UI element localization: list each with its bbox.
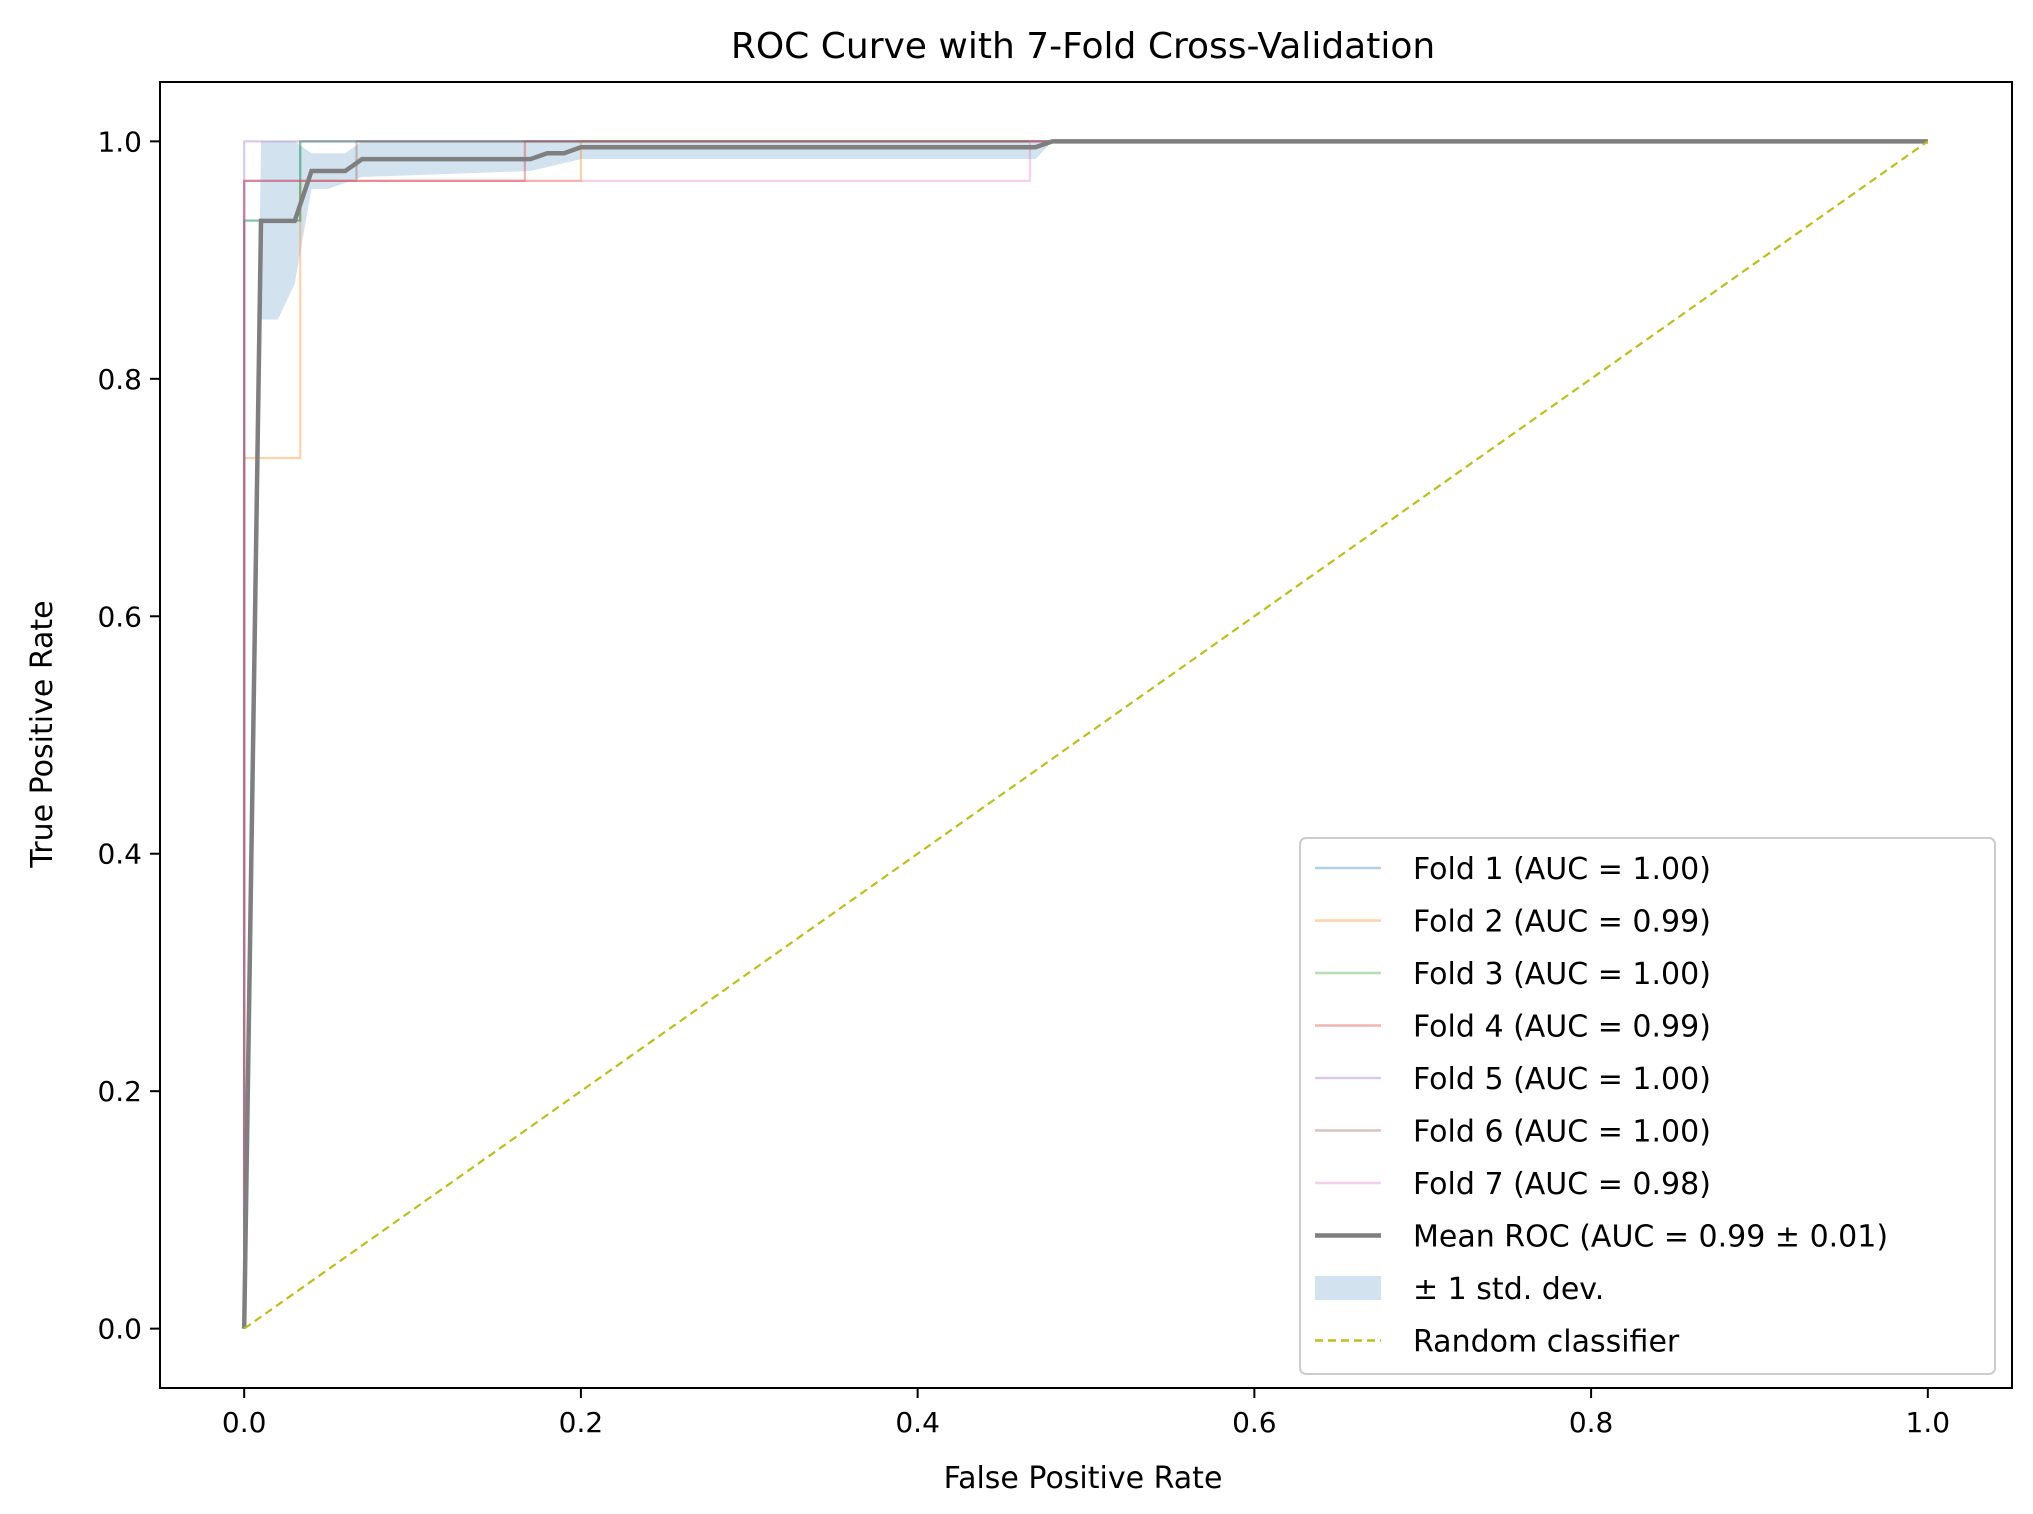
legend-item: ± 1 std. dev. [1315, 1272, 1604, 1307]
legend-swatch [1315, 1276, 1381, 1300]
y-axis-label: True Positive Rate [25, 600, 60, 868]
legend-item: Fold 2 (AUC = 0.99) [1315, 905, 1711, 940]
fold-1-roc-line [243, 140, 1928, 1329]
x-axis-ticks: 0.0 0.2 0.4 0.6 0.8 1.0 [222, 1388, 1950, 1439]
plot-frame [159, 81, 2013, 1389]
y-tick-label: 0.0 [97, 1313, 142, 1346]
legend-label: Random classifier [1413, 1325, 1680, 1360]
x-tick-label: 0.8 [1569, 1406, 1614, 1439]
x-tick-label: 0.0 [222, 1406, 267, 1439]
legend-item: Fold 4 (AUC = 0.99) [1315, 1010, 1711, 1045]
legend-item: Fold 1 (AUC = 1.00) [1315, 852, 1711, 887]
fold-4-roc-line [243, 140, 1928, 1329]
x-tick-label: 1.0 [1906, 1406, 1951, 1439]
x-tick-label: 0.2 [559, 1406, 604, 1439]
y-tick-label: 0.2 [97, 1075, 142, 1108]
legend-label: Fold 5 (AUC = 1.00) [1413, 1062, 1711, 1097]
legend-label: Fold 7 (AUC = 0.98) [1413, 1167, 1711, 1202]
random-classifier-line [243, 140, 1929, 1330]
chart-title: ROC Curve with 7-Fold Cross-Validation [731, 26, 1435, 67]
legend-label: Fold 2 (AUC = 0.99) [1413, 905, 1711, 940]
legend-item: Fold 7 (AUC = 0.98) [1315, 1167, 1711, 1202]
legend-label: Fold 3 (AUC = 1.00) [1413, 957, 1711, 992]
y-tick-label: 0.4 [97, 838, 142, 871]
legend-item: Fold 5 (AUC = 1.00) [1315, 1062, 1711, 1097]
legend-label: Fold 1 (AUC = 1.00) [1413, 852, 1711, 887]
fold-3-roc-line [243, 140, 1928, 1329]
legend: Fold 1 (AUC = 1.00) Fold 2 (AUC = 0.99) Fo… [1299, 837, 1996, 1375]
legend-item: Random classifier [1315, 1325, 1680, 1360]
y-tick-label: 1.0 [97, 125, 142, 158]
x-axis-label: False Positive Rate [944, 1461, 1223, 1496]
y-tick-label: 0.6 [97, 600, 142, 633]
legend-label: Mean ROC (AUC = 0.99 ± 0.01) [1413, 1220, 1888, 1255]
legend-item: Fold 6 (AUC = 1.00) [1315, 1115, 1711, 1150]
y-axis-ticks: 0.0 0.2 0.4 0.6 0.8 1.0 [97, 125, 160, 1346]
y-tick-label: 0.8 [97, 363, 142, 396]
x-tick-label: 0.6 [1232, 1406, 1277, 1439]
fold-6-roc-line [243, 140, 1928, 1329]
legend-item: Fold 3 (AUC = 1.00) [1315, 957, 1711, 992]
mean-roc-line [241, 139, 1928, 1329]
legend-label: Fold 6 (AUC = 1.00) [1413, 1115, 1711, 1150]
legend-box [1299, 837, 1996, 1375]
fold-2-roc-line [243, 140, 1928, 1329]
legend-label: Fold 4 (AUC = 0.99) [1413, 1010, 1711, 1045]
plot-area [159, 81, 2013, 1389]
x-tick-label: 0.4 [895, 1406, 940, 1439]
legend-item: Mean ROC (AUC = 0.99 ± 0.01) [1315, 1220, 1888, 1255]
legend-label: ± 1 std. dev. [1413, 1272, 1604, 1307]
